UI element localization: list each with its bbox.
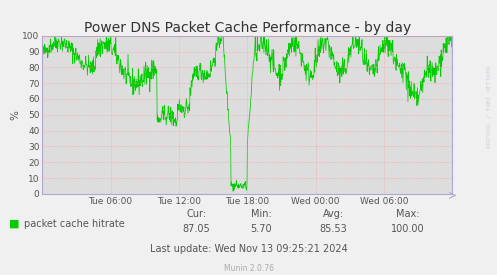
Text: packet cache hitrate: packet cache hitrate [24,219,125,229]
Text: 87.05: 87.05 [182,224,210,234]
Title: Power DNS Packet Cache Performance - by day: Power DNS Packet Cache Performance - by … [83,21,411,35]
Text: Min:: Min: [250,209,271,219]
Text: 85.53: 85.53 [319,224,347,234]
Text: Avg:: Avg: [323,209,343,219]
Text: Max:: Max: [396,209,419,219]
Text: 100.00: 100.00 [391,224,424,234]
Text: RRDTOOL / TOBI OETIKER: RRDTOOL / TOBI OETIKER [486,66,491,148]
Text: Munin 2.0.76: Munin 2.0.76 [224,264,273,273]
Text: Last update: Wed Nov 13 09:25:21 2024: Last update: Wed Nov 13 09:25:21 2024 [150,244,347,254]
Text: Cur:: Cur: [186,209,206,219]
Y-axis label: %: % [11,110,21,120]
Text: 5.70: 5.70 [250,224,272,234]
Text: ■: ■ [9,219,19,229]
